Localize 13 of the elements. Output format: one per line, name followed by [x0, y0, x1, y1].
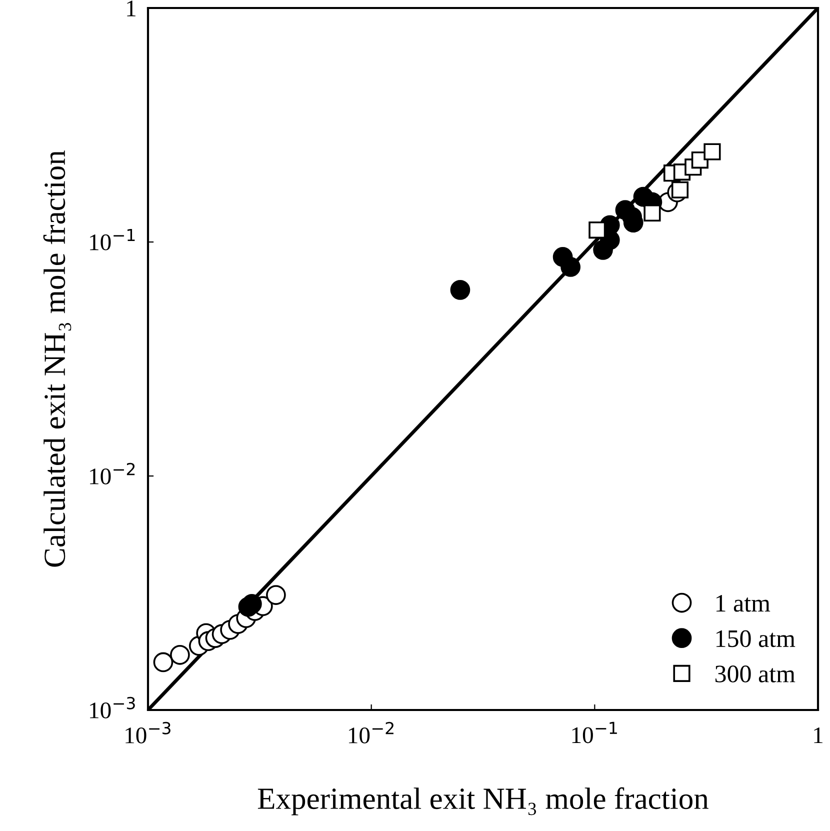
legend-label: 1 atm — [716, 595, 770, 612]
legend-label: 300 atm — [715, 666, 796, 682]
x-tick-label: 10$^{−3}$ — [126, 722, 170, 744]
x-axis-title: Experimental exit NH₃ mole fraction — [258, 787, 708, 816]
y-tick-label: 10$^{−3}$ — [90, 696, 135, 718]
legend-label: 150 atm — [716, 630, 796, 648]
y-tick-label: 1 — [127, 0, 136, 16]
y-axis-title: Calculated exit NH₃ mole fraction — [43, 150, 72, 567]
y-tick-label: 10$^{−1}$ — [90, 228, 135, 250]
x-tick-label: 10$^{−1}$ — [572, 722, 617, 744]
x-tick-label: 1 — [814, 727, 822, 744]
y-tick-label: 10$^{−2}$ — [90, 462, 135, 484]
x-tick-label: 10$^{−2}$ — [348, 722, 394, 744]
